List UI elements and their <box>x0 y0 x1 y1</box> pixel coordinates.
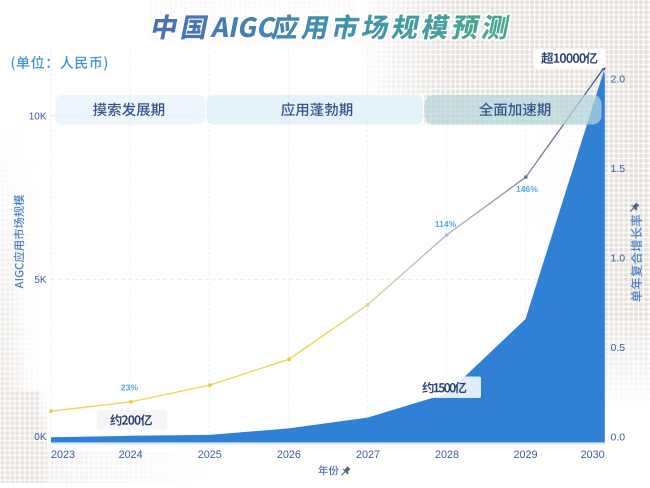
svg-text:114%: 114% <box>435 219 457 229</box>
svg-text:2028: 2028 <box>435 449 459 461</box>
svg-text:2030: 2030 <box>581 449 605 461</box>
svg-text:2026: 2026 <box>277 449 301 461</box>
svg-text:146%: 146% <box>516 184 538 194</box>
svg-text:1.0: 1.0 <box>611 253 626 265</box>
svg-text:2027: 2027 <box>356 449 380 461</box>
svg-text:0.5: 0.5 <box>611 342 626 354</box>
svg-text:2025: 2025 <box>198 449 222 461</box>
svg-text:10K: 10K <box>29 112 47 123</box>
svg-text:1.5: 1.5 <box>611 163 626 175</box>
svg-text:0.0: 0.0 <box>611 432 626 444</box>
svg-text:2023: 2023 <box>51 449 75 461</box>
svg-text:5K: 5K <box>34 275 47 286</box>
svg-text:0K: 0K <box>34 432 47 443</box>
svg-text:2.0: 2.0 <box>611 73 626 85</box>
svg-text:2029: 2029 <box>513 449 537 461</box>
svg-text:2024: 2024 <box>119 449 143 461</box>
svg-text:23%: 23% <box>121 383 139 393</box>
